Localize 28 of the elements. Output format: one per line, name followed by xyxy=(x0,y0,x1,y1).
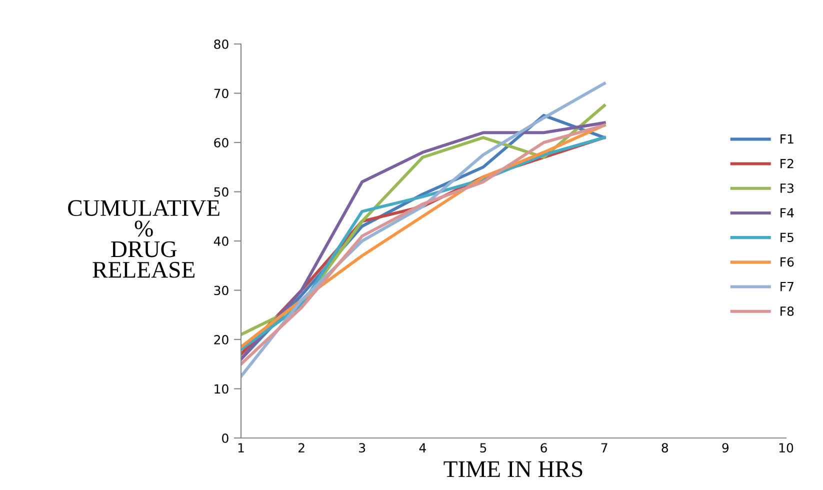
x-tick-label: 7 xyxy=(601,443,608,452)
y-tick-label: 30 xyxy=(214,286,228,296)
legend-label: F3 xyxy=(780,183,794,193)
legend-label: F1 xyxy=(780,134,794,144)
y-tick-label: 60 xyxy=(214,138,228,148)
x-tick-label: 1 xyxy=(238,443,244,452)
y-tick-label: 70 xyxy=(214,88,228,98)
y-tick-label: 10 xyxy=(214,384,228,394)
x-tick-label: 5 xyxy=(480,443,486,453)
x-tick-label: 3 xyxy=(359,443,366,453)
legend-label: F4 xyxy=(780,208,794,218)
x-tick-label: 4 xyxy=(419,443,426,452)
x-tick-label: 2 xyxy=(298,443,304,452)
y-tick-label: 40 xyxy=(214,236,228,246)
legend-label: F2 xyxy=(780,158,794,168)
legend-label: F8 xyxy=(780,306,794,316)
x-tick-label: 8 xyxy=(662,443,668,453)
legend-label: F5 xyxy=(780,232,794,242)
x-tick-label: 9 xyxy=(722,443,729,453)
legend-label: F7 xyxy=(780,282,794,292)
x-tick-label: 6 xyxy=(540,443,547,453)
x-tick-label: 10 xyxy=(779,443,794,453)
y-tick-label: 80 xyxy=(214,39,228,49)
legend-label: F6 xyxy=(780,257,794,267)
y-tick-label: 0 xyxy=(222,433,228,443)
x-axis-title: TIME IN HRS xyxy=(444,461,582,478)
y-tick-label: 20 xyxy=(214,334,228,344)
y-tick-label: 50 xyxy=(214,187,228,197)
